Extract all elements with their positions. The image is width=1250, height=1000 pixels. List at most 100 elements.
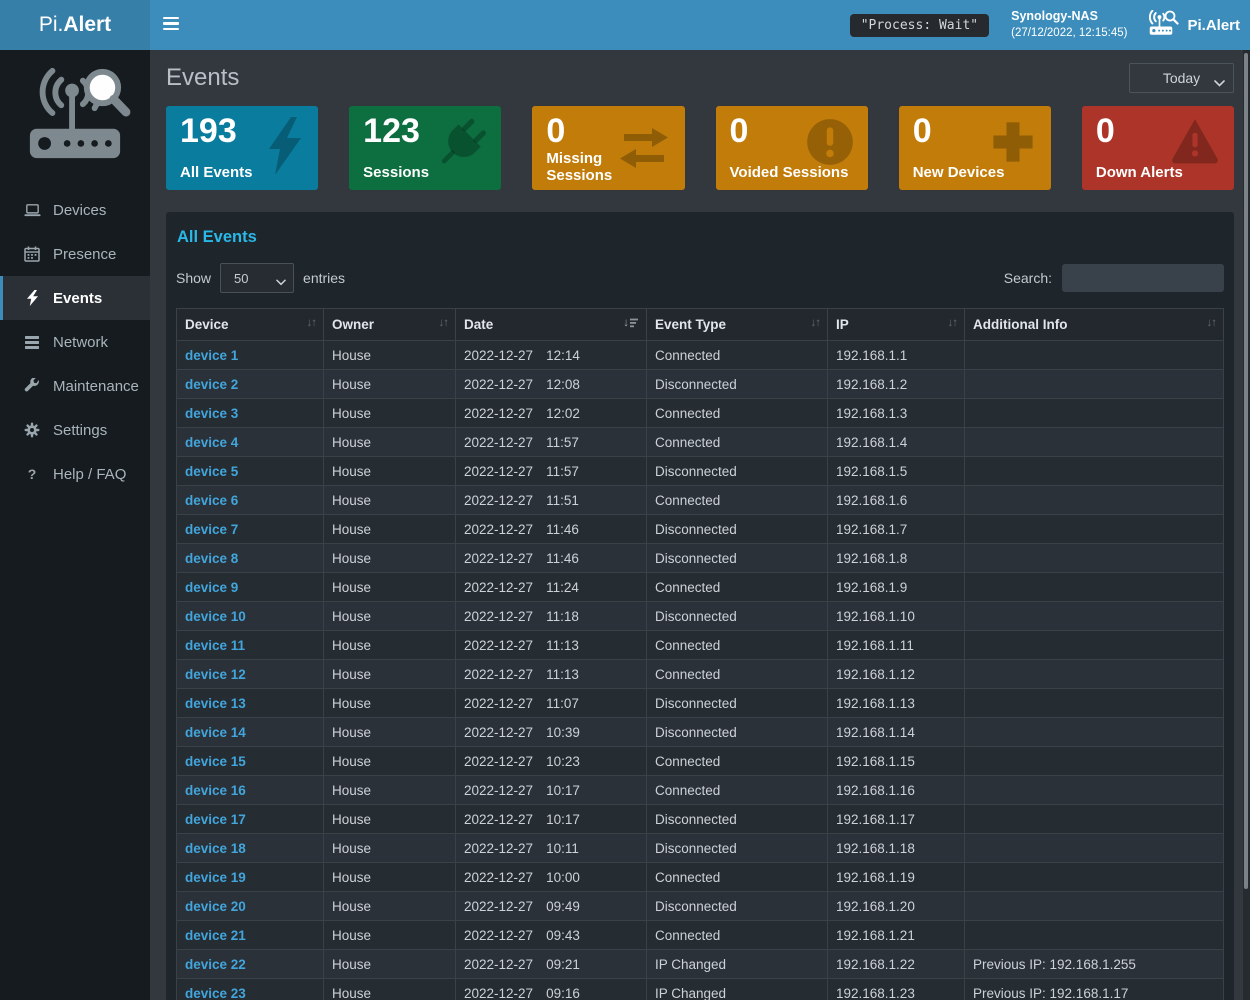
- device-link[interactable]: device 14: [185, 724, 246, 740]
- page-length-control: Show 50 entries: [176, 263, 345, 293]
- table-row: device 16 House 2022-12-27 10:17 Connecte…: [176, 775, 1224, 805]
- additional-info-cell: [964, 630, 1224, 660]
- device-link[interactable]: device 10: [185, 608, 246, 624]
- sidebar-item-events[interactable]: Events: [0, 276, 150, 320]
- device-link[interactable]: device 4: [185, 434, 239, 450]
- period-dropdown[interactable]: Today: [1129, 63, 1234, 93]
- table-row: device 12 House 2022-12-27 11:13 Connecte…: [176, 659, 1224, 689]
- device-link[interactable]: device 23: [185, 985, 246, 1000]
- additional-info-cell: [964, 485, 1224, 515]
- sidebar-item-settings[interactable]: Settings: [0, 408, 150, 452]
- event-type-cell: Connected: [646, 920, 828, 950]
- device-link[interactable]: device 8: [185, 550, 239, 566]
- device-link[interactable]: device 2: [185, 376, 239, 392]
- card-voided-sessions[interactable]: 0 Voided Sessions: [715, 106, 868, 190]
- owner-cell: House: [323, 688, 456, 718]
- table-row: device 21 House 2022-12-27 09:43 Connecte…: [176, 920, 1224, 950]
- column-header-additional-info[interactable]: Additional Info ↓↑: [964, 308, 1224, 341]
- device-link[interactable]: device 9: [185, 579, 239, 595]
- page-length-select[interactable]: 50: [220, 263, 295, 293]
- chevron-down-icon: [1214, 74, 1225, 90]
- device-link[interactable]: device 22: [185, 956, 246, 972]
- event-type-cell: Connected: [646, 659, 828, 689]
- card-sessions[interactable]: 123 Sessions: [349, 106, 502, 190]
- sidebar-item-maintenance[interactable]: Maintenance: [0, 364, 150, 408]
- device-link[interactable]: device 3: [185, 405, 239, 421]
- scrollbar-thumb[interactable]: [1244, 53, 1248, 889]
- table-row: device 9 House 2022-12-27 11:24 Connected…: [176, 572, 1224, 602]
- device-link[interactable]: device 5: [185, 463, 239, 479]
- sort-icon: ↓↑: [810, 317, 821, 329]
- table-row: device 23 House 2022-12-27 09:16 IP Chang…: [176, 978, 1224, 1000]
- card-label: Sessions: [363, 164, 430, 181]
- sidebar-item-devices[interactable]: Devices: [0, 188, 150, 232]
- event-type-cell: Disconnected: [646, 717, 828, 747]
- card-all-events[interactable]: 193 All Events: [166, 106, 319, 190]
- ip-cell: 192.168.1.3: [827, 398, 965, 428]
- device-link[interactable]: device 13: [185, 695, 246, 711]
- entries-label: entries: [303, 270, 346, 286]
- device-link[interactable]: device 11: [185, 637, 246, 653]
- column-header-date[interactable]: Date ↓: [455, 308, 647, 341]
- table-controls: Show 50 entries Search:: [176, 263, 1224, 293]
- event-type-cell: Connected: [646, 746, 828, 776]
- device-link[interactable]: device 12: [185, 666, 246, 682]
- sidebar-item-label: Presence: [53, 245, 117, 263]
- sidebar-item-presence[interactable]: Presence: [0, 232, 150, 276]
- column-header-event-type[interactable]: Event Type ↓↑: [646, 308, 828, 341]
- ip-cell: 192.168.1.1: [827, 340, 965, 370]
- owner-cell: House: [323, 862, 456, 892]
- brand-logo[interactable]: Pi. Alert: [0, 0, 150, 50]
- table-row: device 17 House 2022-12-27 10:17 Disconne…: [176, 804, 1224, 834]
- sidebar-item-network[interactable]: Network: [0, 320, 150, 364]
- table-row: device 10 House 2022-12-27 11:18 Disconne…: [176, 601, 1224, 631]
- column-header-ip[interactable]: IP ↓↑: [827, 308, 965, 341]
- device-link[interactable]: device 7: [185, 521, 239, 537]
- additional-info-cell: [964, 427, 1224, 457]
- search-input[interactable]: [1062, 264, 1224, 292]
- sidebar-item-help[interactable]: ? Help / FAQ: [0, 452, 150, 496]
- event-type-cell: Disconnected: [646, 456, 828, 486]
- column-header-owner[interactable]: Owner ↓↑: [323, 308, 456, 341]
- device-link[interactable]: device 16: [185, 782, 246, 798]
- card-missing-sessions[interactable]: 0 Missing Sessions: [532, 106, 685, 190]
- card-down-alerts[interactable]: 0 Down Alerts: [1081, 106, 1235, 190]
- sort-icon: ↓↑: [306, 317, 317, 329]
- event-type-cell: Connected: [646, 775, 828, 805]
- event-type-cell: Connected: [646, 862, 828, 892]
- ip-cell: 192.168.1.5: [827, 456, 965, 486]
- date-cell: 2022-12-27 11:13: [455, 659, 647, 689]
- device-link[interactable]: device 18: [185, 840, 246, 856]
- network-icon: [23, 335, 41, 350]
- table-row: device 7 House 2022-12-27 11:46 Disconnec…: [176, 514, 1224, 544]
- additional-info-cell: [964, 398, 1224, 428]
- device-link[interactable]: device 20: [185, 898, 246, 914]
- date-cell: 2022-12-27 09:49: [455, 891, 647, 921]
- device-link[interactable]: device 15: [185, 753, 246, 769]
- owner-cell: House: [323, 456, 456, 486]
- device-link[interactable]: device 21: [185, 927, 246, 943]
- page-length-value: 50: [234, 270, 249, 286]
- date-cell: 2022-12-27 11:51: [455, 485, 647, 515]
- device-link[interactable]: device 19: [185, 869, 246, 885]
- device-link[interactable]: device 6: [185, 492, 239, 508]
- sidebar-item-label: Settings: [53, 421, 108, 439]
- additional-info-cell: [964, 340, 1224, 370]
- navbar-right: "Process: Wait" Synology-NAS (27/12/2022…: [849, 0, 1240, 50]
- device-link[interactable]: device 17: [185, 811, 246, 827]
- owner-cell: House: [323, 949, 456, 979]
- column-header-device[interactable]: Device ↓↑: [176, 308, 324, 341]
- device-link[interactable]: device 1: [185, 347, 239, 363]
- table-row: device 20 House 2022-12-27 09:49 Disconne…: [176, 891, 1224, 921]
- date-cell: 2022-12-27 11:07: [455, 688, 647, 718]
- card-new-devices[interactable]: 0 New Devices: [898, 106, 1051, 190]
- sidebar-item-label: Network: [53, 333, 109, 351]
- date-cell: 2022-12-27 11:18: [455, 601, 647, 631]
- ip-cell: 192.168.1.4: [827, 427, 965, 457]
- sidebar-toggle-icon[interactable]: [163, 17, 181, 33]
- owner-cell: House: [323, 572, 456, 602]
- events-panel: All Events Show 50 entries Search:: [166, 212, 1234, 1000]
- owner-cell: House: [323, 717, 456, 747]
- owner-cell: House: [323, 514, 456, 544]
